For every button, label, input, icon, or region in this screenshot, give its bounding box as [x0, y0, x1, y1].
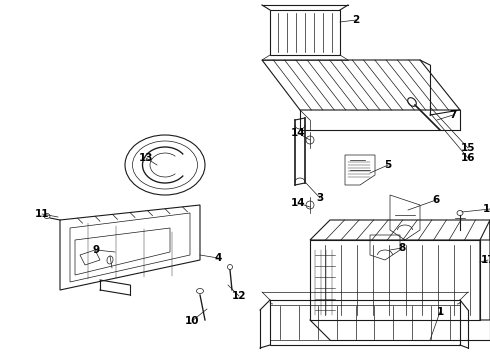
- Text: 11: 11: [35, 209, 49, 219]
- Text: 7: 7: [449, 110, 457, 120]
- Text: 13: 13: [139, 153, 153, 163]
- Text: 16: 16: [461, 153, 475, 163]
- Text: 2: 2: [352, 15, 360, 25]
- Text: 4: 4: [214, 253, 221, 263]
- Text: 10: 10: [185, 316, 199, 326]
- Text: 5: 5: [384, 160, 392, 170]
- Text: 3: 3: [317, 193, 323, 203]
- Text: 12: 12: [232, 291, 246, 301]
- Text: 14: 14: [291, 128, 305, 138]
- Text: 15: 15: [461, 143, 475, 153]
- Text: 9: 9: [93, 245, 99, 255]
- Text: 14: 14: [291, 198, 305, 208]
- Text: 1: 1: [437, 307, 443, 317]
- Text: 8: 8: [398, 243, 406, 253]
- Text: 6: 6: [432, 195, 440, 205]
- Text: 18: 18: [483, 204, 490, 214]
- Text: 17: 17: [481, 255, 490, 265]
